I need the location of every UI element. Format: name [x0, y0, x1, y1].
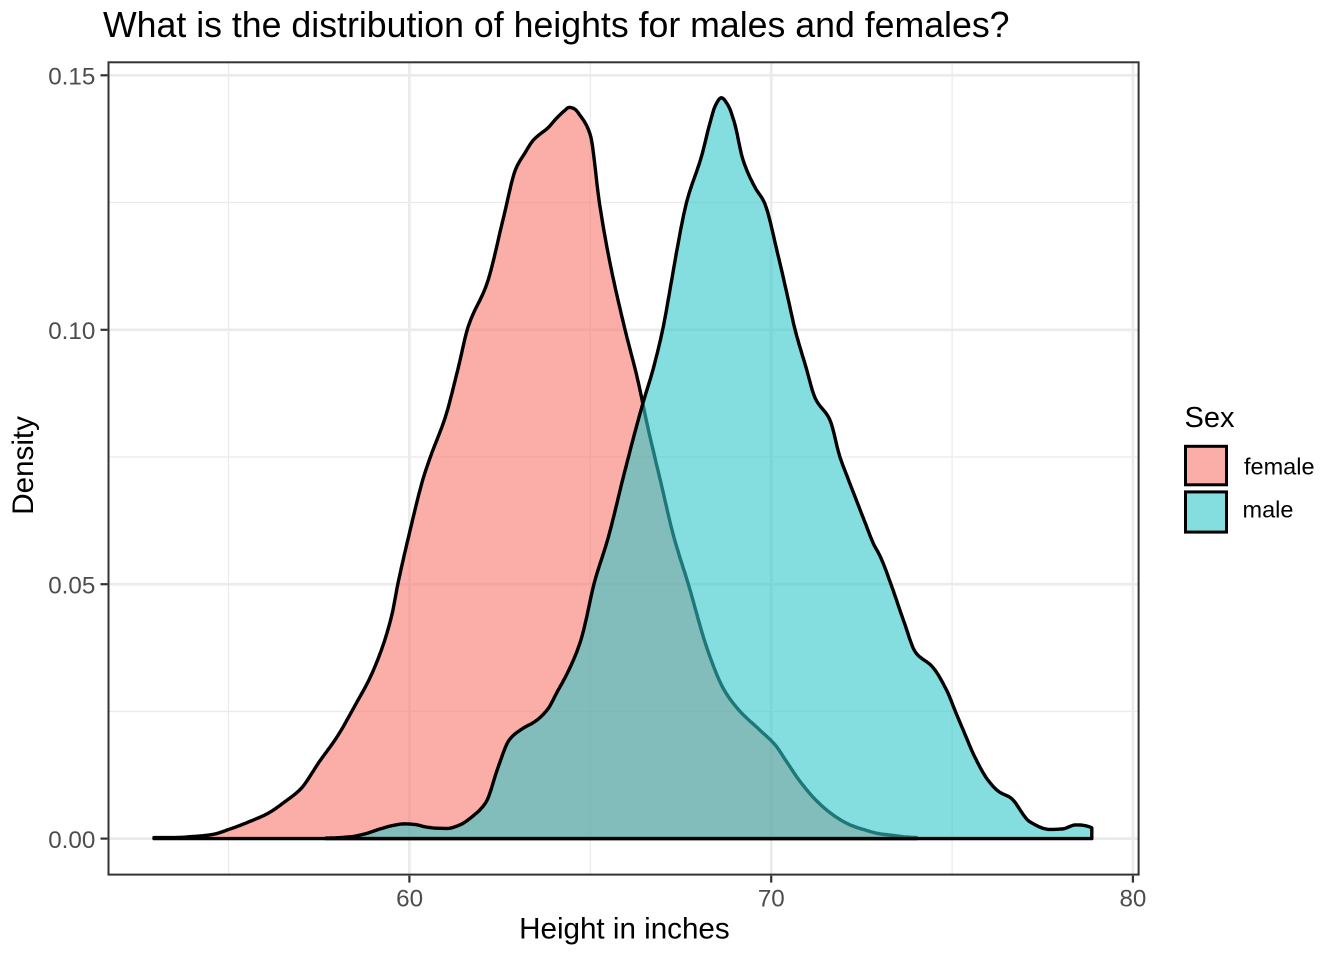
svg-text:What is the distribution of he: What is the distribution of heights for …	[103, 5, 1010, 45]
svg-text:female: female	[1244, 454, 1315, 480]
svg-text:Height in inches: Height in inches	[519, 912, 730, 945]
svg-text:0.00: 0.00	[48, 827, 95, 854]
svg-text:Sex: Sex	[1185, 402, 1235, 434]
svg-text:Density: Density	[7, 416, 40, 515]
svg-text:60: 60	[396, 886, 423, 913]
svg-text:male: male	[1243, 497, 1294, 523]
svg-text:0.05: 0.05	[48, 573, 95, 600]
svg-text:0.10: 0.10	[48, 318, 95, 345]
svg-text:0.15: 0.15	[48, 64, 95, 91]
svg-text:80: 80	[1119, 886, 1146, 913]
svg-text:70: 70	[758, 886, 785, 913]
